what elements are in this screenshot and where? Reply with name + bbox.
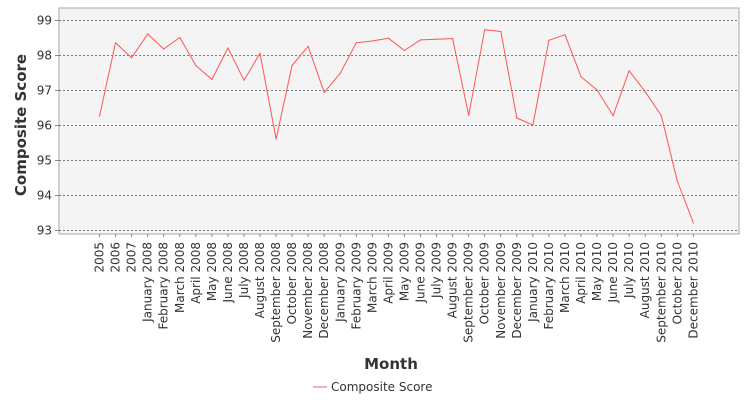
- plot-area: [58, 7, 740, 235]
- x-tick-label: November 2008: [301, 242, 315, 339]
- data-point: [532, 124, 534, 126]
- x-tick-label: May 2008: [205, 242, 219, 301]
- data-point: [114, 42, 117, 44]
- data-point: [387, 37, 389, 39]
- data-point: [291, 64, 293, 67]
- x-tick-label: February 2009: [349, 242, 363, 330]
- data-point: [500, 30, 502, 33]
- data-point: [580, 76, 582, 78]
- x-tick-label: March 2009: [365, 242, 379, 313]
- x-tick-label: July 2009: [430, 242, 444, 299]
- x-tick-label: June 2010: [606, 242, 620, 304]
- data-point: [339, 72, 341, 74]
- y-tick-label: 99: [37, 14, 52, 28]
- y-tick-label: 93: [37, 224, 52, 238]
- x-tick-label: June 2008: [221, 242, 235, 304]
- data-point: [484, 29, 486, 31]
- x-tick-label: 2006: [109, 242, 123, 273]
- data-point: [355, 42, 357, 44]
- x-tick-label: December 2009: [510, 242, 524, 339]
- x-tick-label: April 2009: [381, 242, 395, 304]
- x-tick-label: December 2008: [317, 242, 331, 339]
- y-tick-label: 95: [37, 154, 52, 168]
- data-point: [468, 114, 470, 116]
- x-tick-label: February 2010: [542, 242, 556, 330]
- legend: Composite Score: [313, 380, 432, 394]
- x-tick-label: August 2009: [446, 242, 460, 318]
- data-point: [179, 36, 181, 39]
- y-tick-labels: 93 94 95 96 97 98 99: [37, 14, 52, 238]
- data-point: [163, 48, 165, 50]
- y-tick-label: 94: [37, 189, 52, 203]
- x-tick-label: July 2008: [237, 242, 251, 299]
- data-point: [403, 49, 405, 52]
- x-tick-label: January 2010: [526, 242, 540, 323]
- x-tick-label: May 2010: [590, 242, 604, 301]
- data-point: [452, 38, 454, 40]
- data-point: [564, 34, 566, 36]
- data-point: [548, 39, 550, 41]
- x-tick-label: April 2008: [189, 242, 203, 304]
- gridlines: [55, 20, 739, 231]
- x-tick-label: April 2010: [574, 242, 588, 304]
- data-point: [660, 115, 662, 117]
- x-tick-label: August 2008: [253, 242, 267, 318]
- data-point: [419, 39, 422, 41]
- data-point: [307, 45, 309, 47]
- legend-label: Composite Score: [331, 380, 432, 394]
- data-point: [371, 40, 373, 42]
- data-point: [323, 91, 325, 93]
- data-point: [98, 115, 101, 117]
- x-tick-label: July 2010: [622, 242, 636, 299]
- y-axis-title: Composite Score: [12, 54, 30, 196]
- data-point: [596, 89, 598, 91]
- x-tick-label: September 2008: [269, 242, 283, 343]
- data-point: [227, 47, 229, 49]
- x-tick-labels: 2005 2006 2007 January 2008 February 2008 Mar…: [93, 234, 700, 343]
- y-tick-label: 96: [37, 119, 52, 133]
- data-point: [195, 64, 197, 67]
- data-point: [644, 91, 646, 93]
- x-tick-label: June 2009: [414, 242, 428, 304]
- data-point: [211, 78, 213, 81]
- series-line: [99, 29, 694, 224]
- data-point: [628, 70, 630, 72]
- x-tick-label: January 2009: [333, 242, 347, 323]
- x-axis-title: Month: [364, 355, 418, 373]
- series-lines: [98, 29, 695, 224]
- y-tick-label: 98: [37, 49, 52, 63]
- data-point: [131, 57, 133, 59]
- y-tick-label: 97: [37, 84, 52, 98]
- x-tick-label: September 2010: [654, 242, 668, 343]
- x-tick-label: March 2008: [173, 242, 187, 313]
- data-point: [147, 33, 149, 35]
- x-tick-label: October 2008: [285, 242, 299, 324]
- x-tick-label: March 2010: [558, 242, 572, 313]
- data-point: [436, 38, 438, 40]
- x-tick-label: 2007: [125, 242, 139, 273]
- x-tick-label: 2005: [93, 242, 107, 273]
- plot-background: [58, 7, 740, 235]
- data-point: [259, 52, 261, 54]
- x-tick-label: May 2009: [397, 242, 411, 301]
- x-tick-label: December 2010: [686, 242, 700, 339]
- x-tick-label: August 2010: [638, 242, 652, 318]
- x-tick-label: November 2009: [494, 242, 508, 339]
- x-tick-label: September 2009: [462, 242, 476, 343]
- data-point: [676, 180, 678, 182]
- x-tick-label: October 2010: [670, 242, 684, 324]
- x-tick-label: October 2009: [478, 242, 492, 324]
- x-tick-label: January 2008: [141, 242, 155, 323]
- x-tick-label: February 2008: [157, 242, 171, 330]
- data-point: [275, 138, 277, 140]
- data-point: [243, 79, 245, 81]
- data-point: [516, 117, 518, 119]
- data-point: [692, 222, 695, 224]
- data-point: [612, 115, 614, 117]
